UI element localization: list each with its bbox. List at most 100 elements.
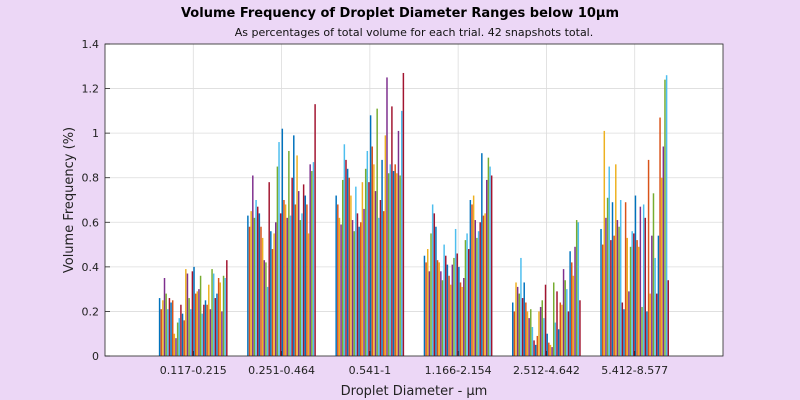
bar bbox=[289, 215, 292, 356]
bar bbox=[190, 309, 192, 356]
bar bbox=[250, 211, 252, 356]
bar bbox=[523, 282, 525, 356]
bar bbox=[276, 166, 279, 356]
x-tick-label: 0.117-0.215 bbox=[160, 364, 227, 377]
bar bbox=[266, 286, 269, 356]
bar bbox=[373, 164, 375, 356]
bar bbox=[471, 204, 473, 356]
bar bbox=[642, 204, 645, 356]
bar bbox=[544, 284, 547, 356]
bar bbox=[389, 164, 392, 356]
bar bbox=[484, 213, 486, 356]
bar bbox=[651, 235, 653, 356]
bar bbox=[449, 284, 452, 356]
bar bbox=[268, 182, 270, 356]
bar bbox=[513, 311, 516, 356]
bar bbox=[466, 233, 468, 356]
bar bbox=[628, 291, 630, 356]
bar bbox=[660, 177, 663, 356]
bar bbox=[201, 313, 203, 356]
bar bbox=[633, 233, 635, 356]
bar bbox=[368, 182, 370, 356]
bar bbox=[486, 179, 488, 356]
bar bbox=[379, 200, 382, 356]
bar bbox=[209, 309, 212, 356]
bar bbox=[291, 177, 293, 356]
bar bbox=[391, 106, 393, 357]
bar bbox=[351, 220, 354, 356]
bar bbox=[624, 202, 627, 356]
bar bbox=[566, 289, 568, 356]
bar bbox=[297, 191, 300, 356]
x-axis-ticks: 0.117-0.215 0.251-0.464 0.541-1 1.166-2.154… bbox=[160, 351, 668, 377]
bar bbox=[453, 257, 455, 356]
bar bbox=[548, 342, 550, 356]
y-tick-label: 0 bbox=[92, 350, 99, 363]
bar bbox=[611, 202, 614, 356]
bar bbox=[216, 293, 218, 356]
bar bbox=[199, 275, 202, 356]
bar bbox=[423, 255, 426, 356]
bar bbox=[445, 255, 447, 356]
x-tick-label: 5.412-8.577 bbox=[601, 364, 668, 377]
bar bbox=[206, 304, 208, 356]
bar bbox=[212, 273, 215, 356]
bar bbox=[163, 278, 166, 356]
bar bbox=[662, 146, 665, 356]
bar bbox=[369, 115, 372, 356]
bar bbox=[569, 251, 571, 356]
bar bbox=[482, 215, 485, 356]
bar bbox=[293, 135, 295, 356]
bar bbox=[557, 329, 560, 356]
bar bbox=[454, 228, 457, 356]
bar bbox=[171, 300, 174, 356]
bar bbox=[646, 311, 648, 356]
bar bbox=[165, 293, 167, 356]
bar bbox=[337, 204, 339, 356]
bar bbox=[618, 226, 620, 356]
bar bbox=[275, 222, 277, 356]
bar bbox=[481, 153, 483, 356]
bar bbox=[476, 237, 478, 356]
bar bbox=[208, 284, 210, 356]
bar bbox=[656, 293, 658, 356]
bar bbox=[652, 193, 655, 356]
y-tick-label: 0.6 bbox=[82, 216, 100, 229]
bar bbox=[340, 224, 342, 356]
bar bbox=[387, 173, 390, 356]
bar bbox=[226, 260, 228, 356]
bar bbox=[288, 150, 290, 356]
bar bbox=[382, 211, 385, 356]
bar bbox=[657, 235, 660, 356]
bar bbox=[530, 309, 532, 356]
bar bbox=[659, 117, 661, 356]
bar bbox=[256, 206, 259, 356]
bar bbox=[441, 280, 444, 356]
bar bbox=[346, 168, 349, 356]
bar bbox=[307, 233, 310, 356]
bar bbox=[613, 235, 615, 356]
bar bbox=[341, 179, 344, 356]
bar bbox=[170, 302, 172, 356]
x-tick-label: 2.512-4.642 bbox=[513, 364, 580, 377]
bar bbox=[345, 159, 347, 356]
bar bbox=[456, 253, 458, 356]
bar bbox=[260, 226, 262, 356]
bar bbox=[399, 175, 401, 356]
bar bbox=[531, 327, 534, 356]
bar bbox=[534, 344, 537, 356]
bar bbox=[366, 150, 369, 356]
bar bbox=[436, 260, 439, 356]
bar bbox=[221, 311, 223, 356]
bar bbox=[629, 246, 632, 356]
bar bbox=[539, 306, 542, 356]
bar bbox=[253, 217, 256, 356]
bar bbox=[526, 311, 529, 356]
bar bbox=[158, 298, 161, 356]
bar bbox=[194, 293, 197, 356]
bar bbox=[606, 197, 609, 356]
bar bbox=[644, 217, 647, 356]
bar bbox=[541, 300, 543, 356]
bar bbox=[222, 275, 225, 356]
bar bbox=[219, 282, 221, 356]
